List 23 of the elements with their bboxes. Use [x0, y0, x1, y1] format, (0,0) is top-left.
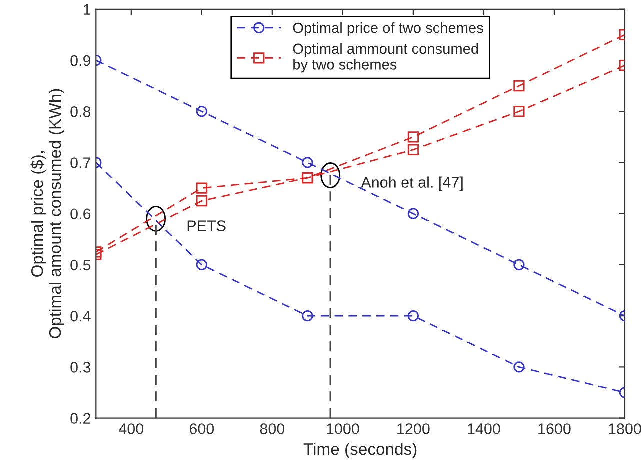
y-axis-title: Optimal price ($), Optimal amount consumed (KWh) [30, 89, 64, 339]
x-tick-label: 800 [260, 424, 285, 434]
x-tick-label: 1600 [538, 424, 571, 434]
x-tick-label: 1400 [468, 424, 500, 434]
annotation: PETS [188, 220, 226, 232]
x-tick-label: 400 [119, 424, 144, 434]
x-tick-label: 600 [190, 424, 214, 434]
x-axis-title: Time (seconds) [304, 442, 417, 458]
y-tick-label: 0.6 [70, 208, 91, 220]
annotation: Anoh et al. [47] [361, 176, 463, 191]
legend-label: Optimal ammount consumed by two schemes [293, 43, 478, 73]
y-tick-label: 0.9 [70, 55, 91, 66]
x-tick-label: 1000 [327, 424, 360, 434]
y-tick-label: 0.5 [70, 260, 91, 271]
y-tick-label: 0.2 [70, 413, 91, 424]
x-tick-label: 1200 [398, 424, 430, 434]
x-tick-label: 1800 [609, 424, 641, 434]
legend-label: Optimal price of two schemes [293, 22, 484, 36]
y-tick-label: 1 [84, 4, 91, 15]
y-tick-label: 0.4 [70, 310, 91, 322]
y-tick-label: 0.8 [70, 106, 91, 118]
y-tick-label: 0.7 [70, 158, 91, 168]
y-tick-label: 0.3 [70, 362, 91, 373]
